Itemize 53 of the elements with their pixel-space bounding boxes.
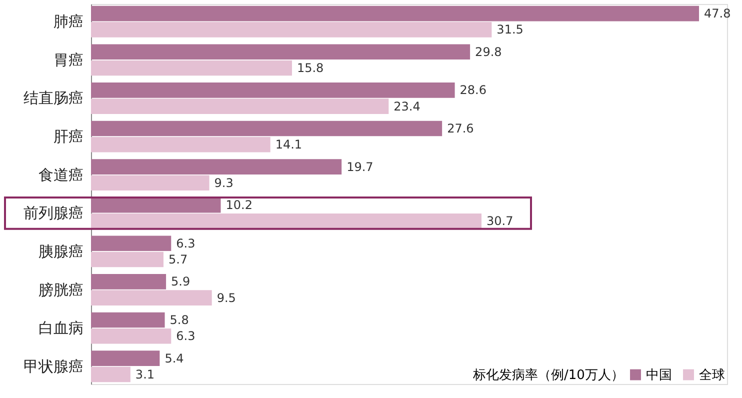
y-tick-label: 前列腺癌 [24,204,84,222]
data-label: 47.8 [704,6,731,21]
data-label: 31.5 [496,22,524,37]
bar [91,82,455,98]
legend-title: 标化发病率（例/10万人） [472,367,624,383]
bar [91,252,164,268]
data-label: 15.8 [296,60,324,75]
bar [91,159,342,174]
data-label: 28.6 [460,83,487,98]
y-tick-label: 膀胱癌 [38,280,84,299]
bar [91,290,212,306]
data-label: 19.7 [346,160,374,174]
bar [91,136,270,152]
bar [91,60,292,76]
y-tick-label: 胰腺癌 [38,242,84,260]
data-label: 5.7 [168,252,188,267]
y-tick-label: 食道癌 [38,166,84,184]
bar [91,366,130,382]
bar [91,274,166,290]
y-tick-label: 甲状腺癌 [24,357,84,376]
legend-label: 全球 [699,368,725,383]
bar [91,312,165,328]
data-label: 27.6 [447,121,474,136]
bar [91,44,470,60]
bar [91,175,210,191]
bar [91,98,389,114]
data-label: 9.3 [214,176,234,190]
data-label: 29.8 [475,44,502,59]
data-label: 3.1 [135,367,155,382]
bar [91,6,700,22]
bar [91,197,221,213]
y-tick-label: 肝癌 [54,128,84,146]
data-label: 9.5 [216,290,236,305]
bar [91,214,482,229]
bar [91,350,160,366]
data-label: 10.2 [226,198,252,212]
data-label: 14.1 [275,138,302,152]
data-label: 30.7 [486,214,514,228]
bar [91,328,172,344]
y-tick-label: 肺癌 [54,12,84,31]
y-tick-label: 胃癌 [54,50,84,69]
y-tick-label: 结直肠癌 [24,89,84,108]
data-label: 5.8 [170,313,189,328]
legend-label: 中国 [646,368,672,383]
bar [91,236,172,252]
bar [91,22,492,38]
bar [91,120,442,136]
y-tick-label: 白血病 [38,319,84,338]
data-label: 23.4 [394,99,420,114]
data-label: 6.3 [176,329,196,344]
data-label: 6.3 [176,236,196,250]
data-label: 5.9 [171,274,190,289]
data-label: 5.4 [164,351,184,366]
